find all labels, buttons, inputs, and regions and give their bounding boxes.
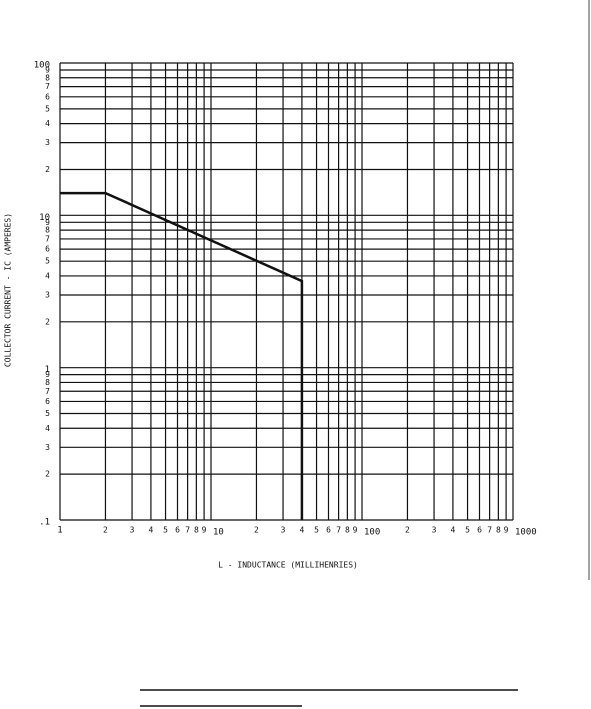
x-axis-label: L - INDUCTANCE (MILLIHENRIES) xyxy=(218,561,358,570)
x-tick-label: 4 xyxy=(148,526,153,535)
y-tick-label: 4 xyxy=(45,119,50,128)
x-tick-label: 5 xyxy=(314,526,319,535)
y-tick-label: 4 xyxy=(45,271,50,280)
x-tick-label: 8 xyxy=(496,526,501,535)
y-tick-label: 9 xyxy=(45,65,50,74)
y-tick-label: .1 xyxy=(39,518,50,528)
x-tick-label: 2 xyxy=(254,526,259,535)
y-tick-label: 100 xyxy=(34,61,50,71)
y-tick-label: 7 xyxy=(45,82,50,91)
y-tick-label: 5 xyxy=(45,409,50,418)
x-tick-label: 4 xyxy=(299,526,304,535)
y-tick-label: 9 xyxy=(45,370,50,379)
x-tick-label: 7 xyxy=(336,526,341,535)
y-tick-label: 3 xyxy=(45,290,50,299)
x-tick-label: 3 xyxy=(130,526,135,535)
x-tick-label: 6 xyxy=(477,526,482,535)
data-line xyxy=(60,191,304,520)
y-axis-label: COLLECTOR CURRENT - IC (AMPERES) xyxy=(4,213,13,367)
y-tick-label: 7 xyxy=(45,387,50,396)
y-tick-label: 5 xyxy=(45,104,50,113)
x-tick-label: 7 xyxy=(185,526,190,535)
y-tick-label: 2 xyxy=(45,165,50,174)
y-tick-label: 1 xyxy=(45,365,50,375)
y-tick-label: 3 xyxy=(45,138,50,147)
y-tick-label: 8 xyxy=(45,226,50,235)
y-tick-label: 7 xyxy=(45,234,50,243)
y-tick-label: 6 xyxy=(45,92,50,101)
x-tick-label: 9 xyxy=(504,526,509,535)
y-tick-label: 3 xyxy=(45,443,50,452)
x-tick-label: 2 xyxy=(405,526,410,535)
x-tick-label: 1000 xyxy=(515,528,537,538)
x-tick-label: 6 xyxy=(326,526,331,535)
x-tick-label: 3 xyxy=(281,526,286,535)
y-tick-label: 5 xyxy=(45,257,50,266)
x-tick-label: 100 xyxy=(364,528,380,538)
x-tick-label: 10 xyxy=(213,528,224,538)
x-tick-label: 7 xyxy=(487,526,492,535)
y-tick-label: 2 xyxy=(45,470,50,479)
y-tick-label: 4 xyxy=(45,424,50,433)
x-tick-label: 9 xyxy=(353,526,358,535)
x-tick-label: 3 xyxy=(432,526,437,535)
x-tick-label: 8 xyxy=(345,526,350,535)
x-tick-label: 1 xyxy=(57,526,62,536)
y-tick-label: 2 xyxy=(45,317,50,326)
y-tick-label: 6 xyxy=(45,245,50,254)
y-tick-label: 9 xyxy=(45,218,50,227)
x-tick-label: 5 xyxy=(163,526,168,535)
y-tick-label: 8 xyxy=(45,378,50,387)
x-tick-label: 8 xyxy=(194,526,199,535)
y-tick-label: 6 xyxy=(45,397,50,406)
y-tick-label: 10 xyxy=(39,213,50,223)
x-tick-label: 9 xyxy=(202,526,207,535)
x-tick-label: 4 xyxy=(450,526,455,535)
x-tick-label: 2 xyxy=(103,526,108,535)
x-tick-label: 6 xyxy=(175,526,180,535)
y-tick-label: 8 xyxy=(45,73,50,82)
x-tick-label: 5 xyxy=(465,526,470,535)
